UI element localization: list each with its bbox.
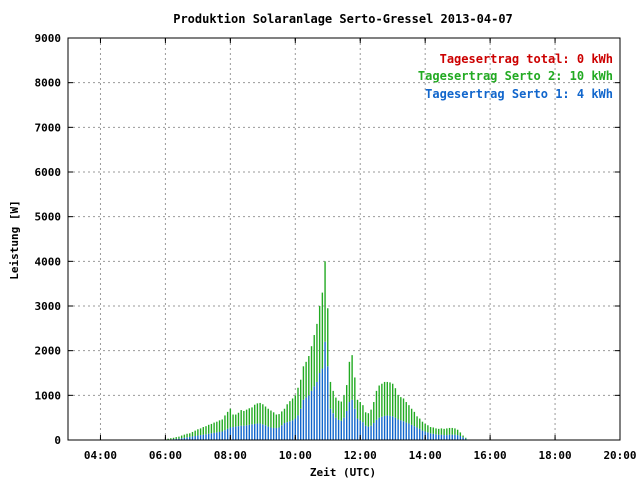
y-tick-label: 6000 <box>35 166 62 179</box>
y-tick-label: 3000 <box>35 300 62 313</box>
legend: Tagesertrag total: 0 kWh Tagesertrag Ser… <box>418 52 613 101</box>
legend-total: Tagesertrag total: 0 kWh <box>440 52 613 66</box>
y-tick-label: 5000 <box>35 211 62 224</box>
y-tick-label: 4000 <box>35 255 62 268</box>
x-tick-label: 14:00 <box>409 449 442 462</box>
y-tick-label: 2000 <box>35 345 62 358</box>
x-tick-label: 10:00 <box>279 449 312 462</box>
x-tick-label: 04:00 <box>84 449 117 462</box>
x-axis-label: Zeit (UTC) <box>310 466 376 479</box>
chart-title: Produktion Solaranlage Serto-Gressel 201… <box>173 12 513 26</box>
legend-serto-2: Tagesertrag Serto 2: 10 kWh <box>418 69 613 83</box>
y-axis-label: Leistung [W] <box>8 200 21 279</box>
grid <box>68 38 620 440</box>
x-tick-label: 06:00 <box>149 449 182 462</box>
y-tick-label: 9000 <box>35 32 62 45</box>
x-tick-label: 20:00 <box>603 449 636 462</box>
x-tick-label: 12:00 <box>344 449 377 462</box>
x-tick-label: 16:00 <box>474 449 507 462</box>
x-tick-label: 08:00 <box>214 449 247 462</box>
y-tick-label: 1000 <box>35 389 62 402</box>
y-tick-label: 8000 <box>35 77 62 90</box>
y-tick-label: 7000 <box>35 121 62 134</box>
plot-frame <box>67 37 621 441</box>
y-tick-labels: 0 1000 2000 3000 4000 5000 6000 7000 8000 9000 <box>35 32 62 447</box>
legend-serto-1: Tagesertrag Serto 1: 4 kWh <box>425 87 613 101</box>
bars <box>167 261 470 440</box>
y-tick-label: 0 <box>54 434 61 447</box>
x-tick-labels: 04:00 06:00 08:00 10:00 12:00 14:00 16:00 18:00… <box>84 449 637 462</box>
x-tick-label: 18:00 <box>538 449 571 462</box>
ticks <box>68 37 621 441</box>
